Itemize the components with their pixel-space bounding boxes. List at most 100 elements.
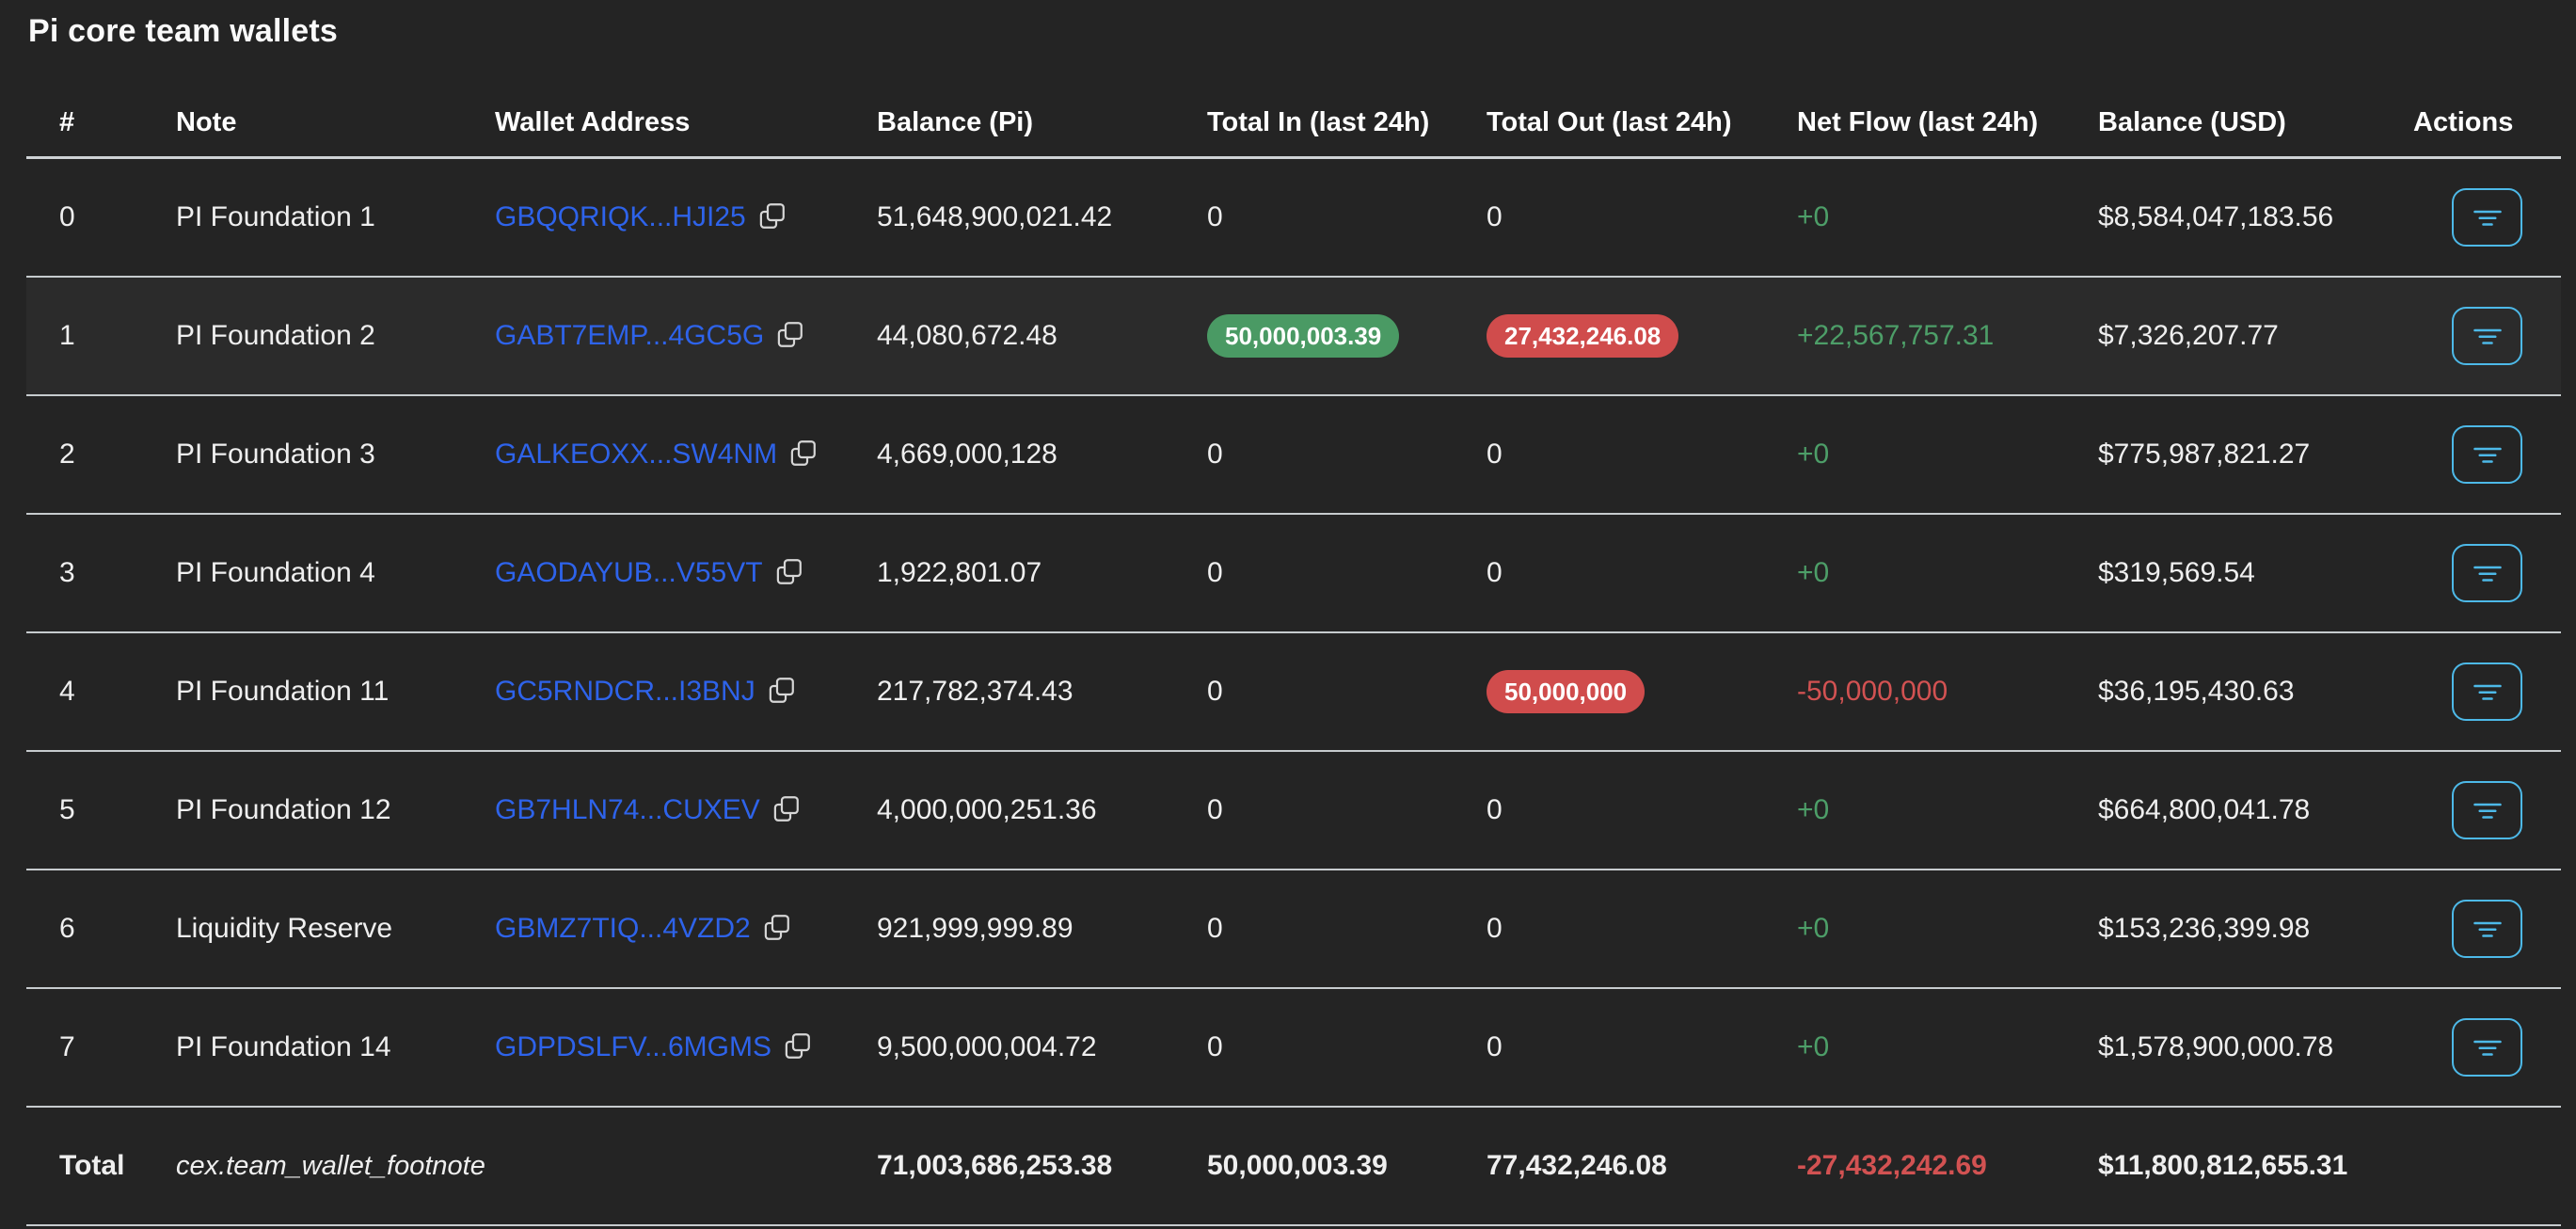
cell-wallet: GALKEOXX...SW4NM: [495, 395, 877, 515]
cell-balance-usd: $36,195,430.63: [2098, 632, 2413, 752]
cell-balance-usd: $153,236,399.98: [2098, 870, 2413, 989]
cell-note: Liquidity Reserve: [176, 870, 495, 989]
cell-net-flow: +0: [1797, 395, 2098, 515]
cell-total-in: 0: [1207, 157, 1487, 278]
cell-actions: [2413, 157, 2561, 278]
cell-total-in: 0: [1207, 632, 1487, 752]
cell-net-flow: +0: [1797, 514, 2098, 633]
wallet-address-link[interactable]: GBQQRIQK...HJI25: [495, 201, 746, 232]
cell-total-in-badge: 50,000,003.39: [1207, 314, 1400, 358]
cell-total-in: 50,000,003.39: [1207, 277, 1487, 396]
row-actions-button[interactable]: [2452, 544, 2522, 602]
cell-actions: [2413, 632, 2561, 752]
cell-wallet: GBMZ7TIQ...4VZD2: [495, 870, 877, 989]
cell-note: PI Foundation 14: [176, 988, 495, 1108]
cell-balance-usd: $319,569.54: [2098, 514, 2413, 633]
wallet-address-link[interactable]: GALKEOXX...SW4NM: [495, 439, 778, 470]
total-actions-empty: [2413, 1107, 2561, 1226]
filter-lines-icon: [2473, 1040, 2502, 1056]
column-header-wallet: Wallet Address: [495, 88, 877, 159]
total-label: Total: [26, 1107, 176, 1226]
column-header-total-out: Total Out (last 24h): [1487, 88, 1797, 159]
cell-total-out: 0: [1487, 514, 1797, 633]
copy-icon[interactable]: [760, 794, 801, 826]
wallet-address-link[interactable]: GDPDSLFV...6MGMS: [495, 1031, 771, 1062]
page-title: Pi core team wallets: [28, 13, 339, 49]
cell-index: 0: [26, 157, 176, 278]
copy-icon[interactable]: [771, 1031, 812, 1063]
copy-icon[interactable]: [763, 557, 803, 589]
row-actions-button[interactable]: [2452, 662, 2522, 721]
cell-net-flow: +0: [1797, 157, 2098, 278]
cell-total-in: 0: [1207, 514, 1487, 633]
copy-icon[interactable]: [746, 201, 787, 233]
copy-icon[interactable]: [751, 913, 791, 945]
total-row: Total cex.team_wallet_footnote 71,003,68…: [26, 1107, 2561, 1226]
total-balance-usd: $11,800,812,655.31: [2098, 1107, 2413, 1226]
cell-balance-pi: 9,500,000,004.72: [877, 988, 1207, 1108]
wallet-address-link[interactable]: GC5RNDCR...I3BNJ: [495, 676, 755, 707]
wallet-address-link[interactable]: GAODAYUB...V55VT: [495, 557, 763, 588]
filter-lines-icon: [2473, 684, 2502, 700]
cell-note: PI Foundation 11: [176, 632, 495, 752]
column-header-balance-pi: Balance (Pi): [877, 88, 1207, 159]
cell-total-out: 0: [1487, 870, 1797, 989]
cell-note: PI Foundation 1: [176, 157, 495, 278]
cell-wallet: GAODAYUB...V55VT: [495, 514, 877, 633]
cell-total-out: 0: [1487, 157, 1797, 278]
cell-balance-pi: 44,080,672.48: [877, 277, 1207, 396]
copy-icon[interactable]: [777, 439, 818, 471]
cell-total-in: 0: [1207, 395, 1487, 515]
total-in: 50,000,003.39: [1207, 1107, 1487, 1226]
total-footnote: cex.team_wallet_footnote: [176, 1107, 495, 1226]
cell-total-in: 0: [1207, 870, 1487, 989]
wallet-address-link[interactable]: GABT7EMP...4GC5G: [495, 320, 765, 351]
cell-total-out: 27,432,246.08: [1487, 277, 1797, 396]
row-actions-button[interactable]: [2452, 1018, 2522, 1077]
total-wallet-empty: [495, 1107, 877, 1226]
cell-total-out-badge: 50,000,000: [1487, 670, 1646, 713]
row-actions-button[interactable]: [2452, 425, 2522, 484]
cell-note: PI Foundation 3: [176, 395, 495, 515]
total-balance-pi: 71,003,686,253.38: [877, 1107, 1207, 1226]
column-header-actions: Actions: [2413, 88, 2561, 159]
column-header-note: Note: [176, 88, 495, 159]
row-actions-button[interactable]: [2452, 900, 2522, 958]
cell-actions: [2413, 277, 2561, 396]
table-row: 1 PI Foundation 2 GABT7EMP...4GC5G 44,080,6…: [26, 277, 2561, 396]
copy-icon[interactable]: [764, 320, 804, 352]
table-row: 6 Liquidity Reserve GBMZ7TIQ...4VZD2 921,99…: [26, 870, 2561, 989]
cell-wallet: GABT7EMP...4GC5G: [495, 277, 877, 396]
cell-wallet: GB7HLN74...CUXEV: [495, 751, 877, 870]
row-actions-button[interactable]: [2452, 188, 2522, 247]
cell-net-flow: +0: [1797, 988, 2098, 1108]
cell-net-flow: +22,567,757.31: [1797, 277, 2098, 396]
table-row: 3 PI Foundation 4 GAODAYUB...V55VT 1,922,80…: [26, 514, 2561, 633]
filter-lines-icon: [2473, 803, 2502, 819]
table-row: 7 PI Foundation 14 GDPDSLFV...6MGMS 9,500,0…: [26, 988, 2561, 1108]
table-row: 2 PI Foundation 3 GALKEOXX...SW4NM 4,669,00…: [26, 395, 2561, 515]
cell-net-flow: +0: [1797, 751, 2098, 870]
cell-balance-pi: 51,648,900,021.42: [877, 157, 1207, 278]
wallet-address-link[interactable]: GBMZ7TIQ...4VZD2: [495, 913, 751, 944]
cell-total-out-badge: 27,432,246.08: [1487, 314, 1679, 358]
cell-index: 5: [26, 751, 176, 870]
cell-balance-pi: 217,782,374.43: [877, 632, 1207, 752]
row-actions-button[interactable]: [2452, 307, 2522, 365]
table-row: 0 PI Foundation 1 GBQQRIQK...HJI25 51,648,9…: [26, 157, 2561, 278]
cell-balance-pi: 921,999,999.89: [877, 870, 1207, 989]
cell-wallet: GBQQRIQK...HJI25: [495, 157, 877, 278]
cell-net-flow: -50,000,000: [1797, 632, 2098, 752]
wallet-address-link[interactable]: GB7HLN74...CUXEV: [495, 794, 760, 825]
filter-lines-icon: [2473, 328, 2502, 344]
column-header-balance-usd: Balance (USD): [2098, 88, 2413, 159]
header-row: # Note Wallet Address Balance (Pi) Total…: [26, 88, 2561, 159]
row-actions-button[interactable]: [2452, 781, 2522, 839]
cell-total-out: 0: [1487, 751, 1797, 870]
cell-index: 7: [26, 988, 176, 1108]
filter-lines-icon: [2473, 566, 2502, 582]
cell-note: PI Foundation 4: [176, 514, 495, 633]
filter-lines-icon: [2473, 921, 2502, 937]
copy-icon[interactable]: [755, 676, 796, 708]
cell-balance-pi: 4,000,000,251.36: [877, 751, 1207, 870]
